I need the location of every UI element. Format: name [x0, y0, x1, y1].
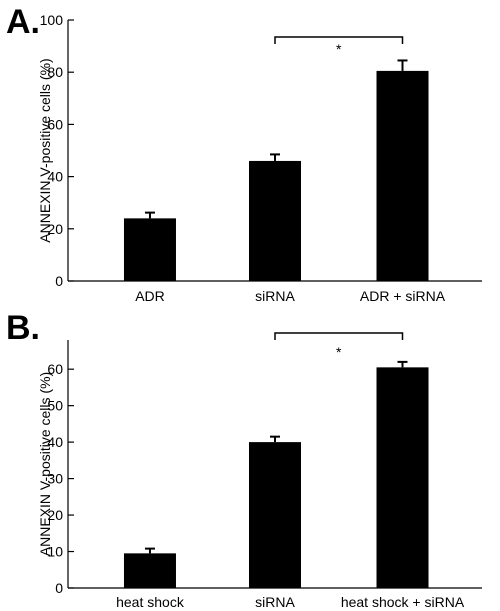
significance-star: *	[336, 41, 342, 57]
panel-label: B.	[6, 309, 40, 347]
bar	[123, 218, 176, 281]
y-tick-label: 60	[47, 116, 63, 132]
y-tick-label: 20	[47, 507, 63, 523]
bar	[123, 553, 176, 588]
bar	[376, 367, 429, 588]
y-tick-label: 10	[47, 544, 63, 560]
significance-bracket	[274, 332, 404, 340]
bar	[249, 442, 301, 588]
category-label: siRNA	[255, 288, 295, 304]
y-tick-label: 80	[47, 64, 63, 80]
y-tick-label: 30	[47, 471, 63, 487]
y-tick-label: 20	[47, 221, 63, 237]
category-label: ADR	[135, 288, 165, 304]
category-label: heat shock	[116, 594, 185, 610]
y-tick-label: 60	[47, 361, 63, 377]
panel-label: A.	[6, 3, 40, 41]
y-tick-label: 50	[47, 398, 63, 414]
panel-a: A. 0 20 40 60 80 100 ANNEXIN V-positive cells (…	[6, 3, 482, 304]
y-axis-label: ANNEXIN V-positive cells (%)	[37, 372, 53, 556]
significance-star: *	[336, 344, 342, 360]
bar	[249, 160, 301, 281]
y-tick-label: 0	[55, 273, 63, 289]
y-axis-label: ANNEXIN V-positive cells (%)	[37, 58, 53, 242]
significance-bracket	[274, 36, 404, 44]
y-tick-label: 0	[55, 580, 63, 596]
bar	[376, 70, 429, 282]
y-tick-label: 40	[47, 169, 63, 185]
y-tick-label: 40	[47, 434, 63, 450]
y-tick-label: 100	[40, 12, 64, 28]
category-label: ADR + siRNA	[360, 288, 446, 304]
category-label: siRNA	[255, 594, 295, 610]
category-label: heat shock + siRNA	[341, 594, 465, 610]
